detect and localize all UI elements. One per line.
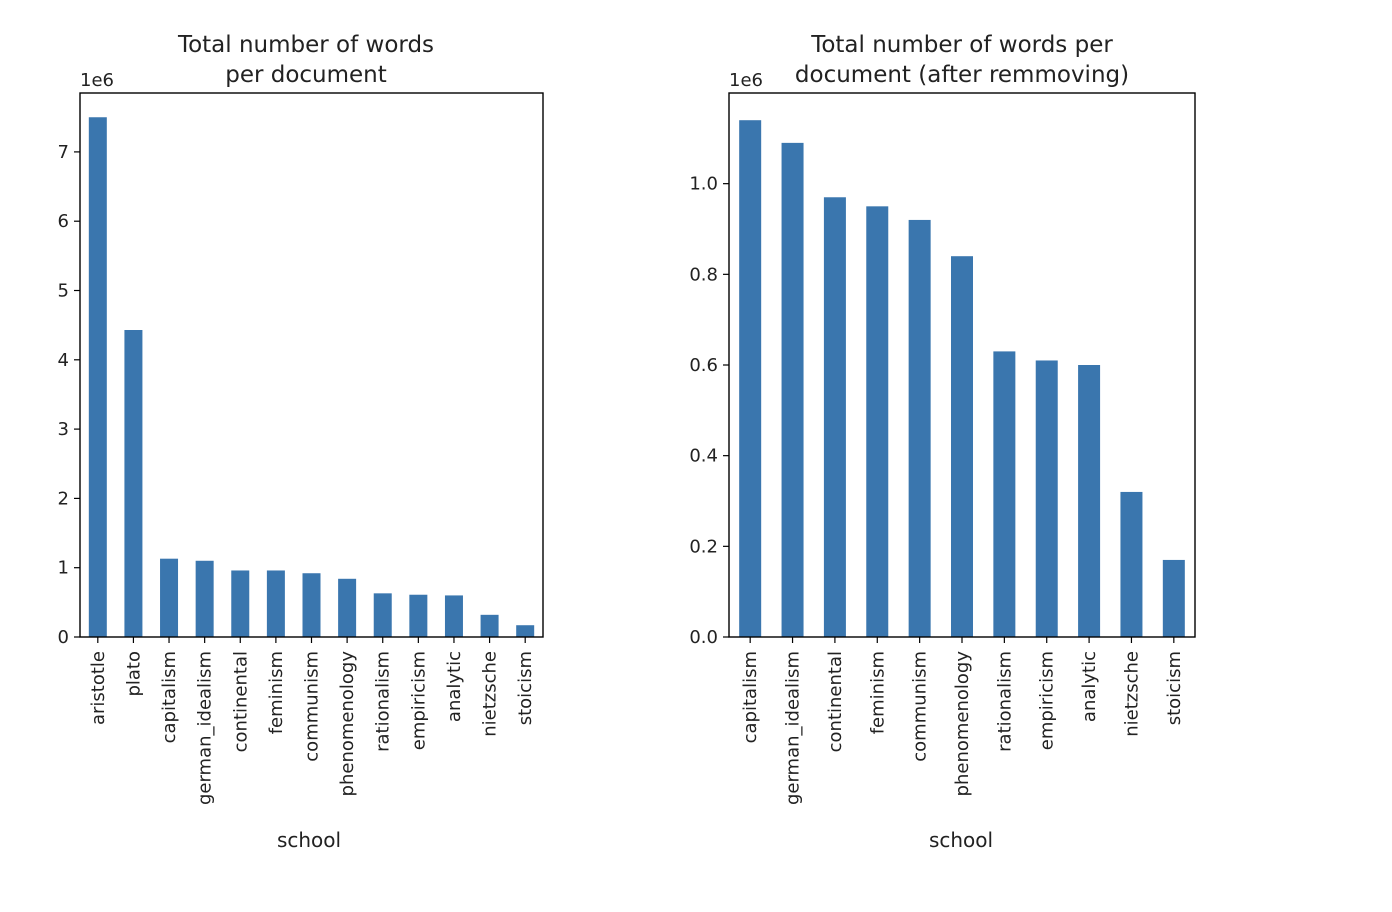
y-tick-label: 0.4 [689,446,718,467]
x-tick-label: plato [123,651,144,697]
x-tick-label: german_idealism [195,651,216,805]
plot-frame [79,92,544,638]
bar-phenomenology [951,256,973,637]
bar-plato [124,330,143,637]
y-axis: 0 1 2 3 4 5 6 7 [58,142,80,648]
y-offset-label: 1e6 [80,70,114,91]
bar-rationalism [373,593,392,637]
x-tick-label: analytic [444,651,465,722]
y-tick-label: 0.8 [689,264,718,285]
chart-title: Total number of words per document (after… [795,32,1129,88]
x-tick-label: aristotle [88,651,109,725]
x-tick-label: communism [910,651,931,762]
x-tick-label: capitalism [740,651,761,743]
chart-title-line: per document [225,62,387,88]
y-tick-label: 0.6 [689,355,718,376]
chart-title: Total number of words per document [177,32,434,88]
bar-communism [302,573,321,637]
x-tick-label: empiricism [408,651,429,750]
bars [739,120,1185,637]
y-tick-label: 0.0 [689,627,718,648]
chart-title-line: Total number of words per [810,32,1113,58]
x-tick-label: continental [825,651,846,752]
bar-nietzsche [480,614,499,637]
x-tick-label: stoicism [515,651,536,725]
chart-title-line: document (after remmoving) [795,62,1129,88]
x-axis: capitalism german_idealism continental femi… [740,637,1185,805]
bar-communism [908,219,931,637]
y-axis: 0.0 0.2 0.4 0.6 0.8 1.0 [689,174,729,648]
x-tick-label: analytic [1079,651,1100,722]
x-tick-label: nietzsche [480,651,501,737]
y-tick-label: 0 [58,627,69,648]
bar-continental [823,197,846,637]
chart-title-line: Total number of words [177,32,434,58]
y-tick-label: 1 [58,558,69,579]
chart-1: Total number of words per document 1e6 0 1 2 3… [58,32,544,852]
bar-feminism [266,570,285,637]
x-axis-label: school [929,828,993,852]
x-tick-label: rationalism [994,651,1015,752]
bar-nietzsche [1120,491,1143,637]
bar-german_idealism [781,142,804,637]
bar-german_idealism [195,560,214,637]
x-axis-label: school [277,828,341,852]
y-tick-label: 3 [58,419,69,440]
y-tick-label: 6 [58,211,69,232]
x-tick-label: phenomenology [337,651,358,797]
x-tick-label: phenomenology [952,651,973,797]
bar-analytic [444,595,463,637]
bars [88,117,535,637]
y-tick-label: 4 [58,350,69,371]
x-tick-label: feminism [266,651,287,734]
bar-continental [231,570,250,637]
bar-analytic [1078,365,1101,637]
bar-empiricism [409,594,428,637]
bar-aristotle [88,117,107,637]
x-tick-label: german_idealism [783,651,804,805]
y-tick-label: 0.2 [689,536,718,557]
bar-feminism [866,206,889,637]
bar-empiricism [1035,360,1058,637]
x-tick-label: capitalism [159,651,180,743]
bar-stoicism [516,625,535,637]
bar-rationalism [993,351,1016,637]
chart-2: Total number of words per document (after… [689,32,1196,852]
x-tick-label: empiricism [1037,651,1058,750]
x-tick-label: continental [230,651,251,752]
y-tick-label: 5 [58,281,69,302]
bar-stoicism [1162,559,1185,637]
y-tick-label: 2 [58,488,69,509]
x-axis: aristotle plato capitalism german_idealism c… [88,637,536,805]
bar-capitalism [160,558,179,637]
x-tick-label: rationalism [373,651,394,752]
x-tick-label: feminism [867,651,888,734]
bar-phenomenology [338,578,357,637]
x-tick-label: communism [302,651,323,762]
x-tick-label: nietzsche [1121,651,1142,737]
y-tick-label: 7 [58,142,69,163]
y-offset-label: 1e6 [729,70,763,91]
y-tick-label: 1.0 [689,174,718,195]
bar-capitalism [739,120,762,637]
x-tick-label: stoicism [1164,651,1185,725]
